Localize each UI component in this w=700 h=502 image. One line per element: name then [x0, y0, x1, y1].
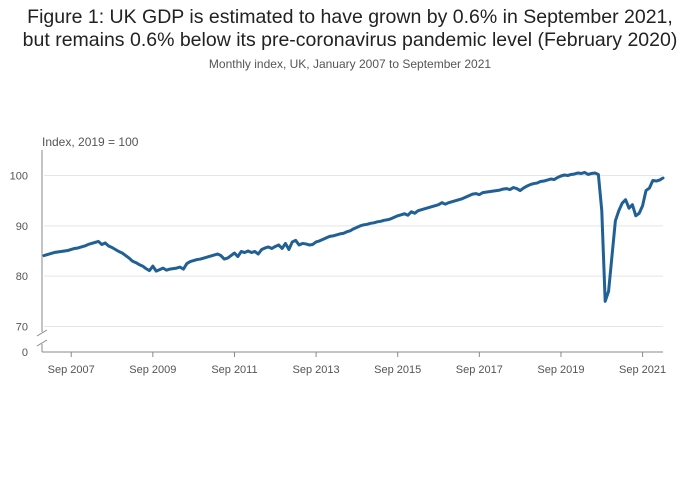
y-tick-label-0: 0 [22, 347, 28, 359]
axis-break-mark-lower [36, 339, 48, 347]
x-tick-label: Sep 2013 [293, 364, 340, 376]
series-line-gdp [42, 170, 665, 303]
chart-subtitle: Monthly index, UK, January 2007 to Septe… [208, 57, 492, 71]
x-tick-label: Sep 2007 [48, 364, 95, 376]
x-tick-label: Sep 2011 [211, 364, 257, 376]
y-axis-title: Index, 2019 = 100 [42, 135, 139, 149]
x-tick-label: Sep 2019 [537, 364, 584, 376]
y-tick-label-100: 100 [10, 171, 28, 183]
axis-break-mark-upper [36, 329, 48, 337]
x-tick-label: Sep 2021 [619, 364, 666, 376]
x-tick-label: Sep 2017 [456, 364, 503, 376]
y-tick-label-70: 70 [16, 322, 28, 334]
chart-title: Figure 1: UK GDP is estimated to have gr… [0, 6, 700, 52]
chart-title-line-1: Figure 1: UK GDP is estimated to have gr… [27, 6, 673, 28]
gridlines [44, 175, 663, 327]
chart-title-line-2: but remains 0.6% below its pre-coronavir… [22, 29, 678, 51]
x-tick-label: Sep 2009 [129, 364, 176, 376]
series-layer [42, 170, 665, 303]
y-tick-label-90: 90 [16, 221, 28, 233]
axes [36, 150, 663, 357]
x-tick-label: Sep 2015 [374, 364, 421, 376]
tick-labels: 0 70 80 90 100 Index, 2019 = 100 Sep 2007 Sep 2… [10, 135, 667, 376]
y-tick-label-80: 80 [16, 271, 28, 283]
